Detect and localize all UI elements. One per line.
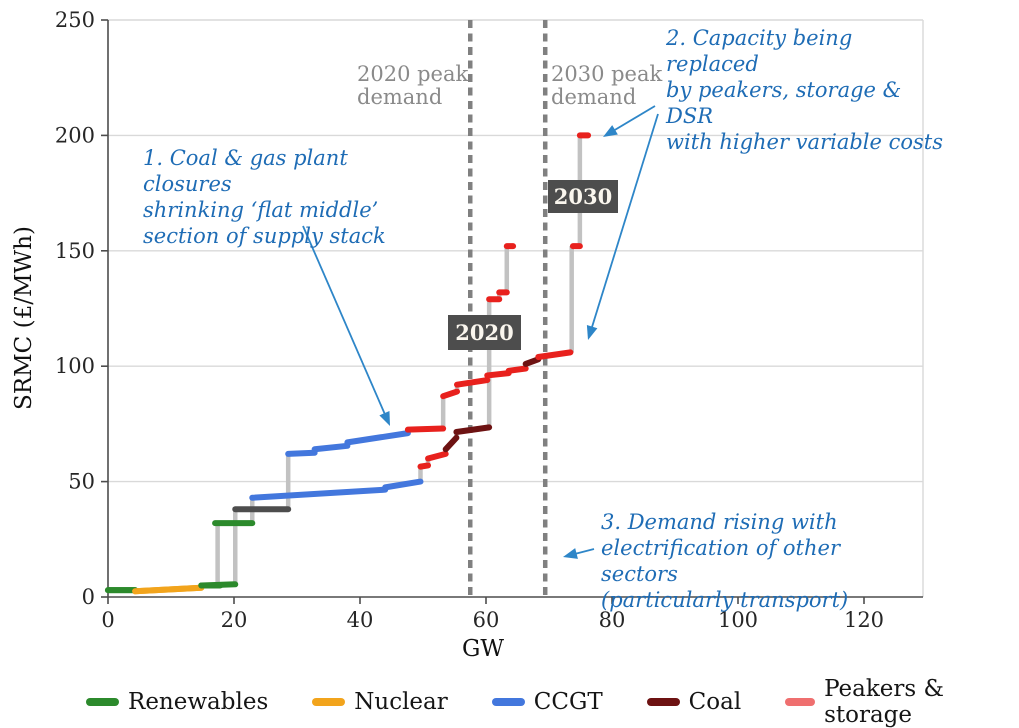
legend-label-ccgt: CCGT [533,689,603,715]
x-tick-label: 60 [473,608,500,632]
legend-swatch-renewables [86,698,119,706]
annotation-arrow [590,113,659,331]
annotation-arrowhead [586,324,598,340]
legend-swatch-peakers-storage [785,698,816,706]
legend: Renewables Nuclear CCGT Coal Peakers & stora… [86,676,1019,728]
segment-2020-peakers [425,450,449,462]
legend-item-nuclear: Nuclear [312,689,448,715]
x-axis-title: GW [461,636,505,662]
y-tick-label: 100 [55,354,95,378]
segment-2020-ccgt [382,478,424,491]
segment-2030-ccgt [311,442,351,453]
legend-swatch-coal [646,698,680,706]
y-tick-label: 150 [55,239,95,263]
legend-label-renewables: Renewables [128,689,269,715]
segment-2030-peakers [440,388,461,400]
segment-2030-peakers [454,377,491,388]
segment-2020-coal [442,434,460,453]
y-tick-label: 200 [55,123,95,147]
annotation-arrow [302,225,387,418]
segment-2030-nuclear [132,584,205,595]
annotation-arrowhead [563,548,578,559]
annotation-arrowhead [603,125,618,137]
annotation-arrow [611,105,656,133]
x-tick-label: 20 [221,608,248,632]
x-tick-label: 40 [347,608,374,632]
y-axis-title: SRMC (£/MWh) [11,226,37,410]
segment-2020-coal [453,424,493,435]
legend-item-coal: Coal [646,689,742,715]
legend-label-nuclear: Nuclear [354,689,448,715]
legend-swatch-ccgt [491,698,525,706]
peak-demand-label-2020: 2020 peak demand [357,62,469,109]
y-tick-label: 250 [55,8,95,32]
annotation-2: 2. Capacity being replaced by peakers, s… [666,26,943,154]
annotation-arrowhead [379,410,390,426]
legend-label-peakers-storage: Peakers & storage [824,676,944,728]
legend-item-peakers-storage: Peakers & storage [785,676,1019,728]
x-tick-label: 80 [599,608,626,632]
annotation-1: 1. Coal & gas plant closures shrinking ‘… [143,146,386,248]
legend-item-ccgt: CCGT [491,689,603,715]
segment-2030-peakers [484,370,512,379]
segment-2030-renewables [198,581,239,589]
segment-2030-coal [522,356,542,367]
legend-item-renewables: Renewables [86,689,268,715]
legend-swatch-nuclear [312,698,346,706]
segment-2020-ccgt [249,486,389,501]
series-badge-2020: 2020 [448,315,521,350]
segment-2030-ccgt [285,449,318,457]
y-tick-label: 50 [68,470,95,494]
y-tick-label: 0 [82,585,95,609]
x-tick-label: 120 [844,608,884,632]
segment-2030-peakers [404,425,447,433]
peak-demand-label-2030: 2030 peak demand [551,62,663,109]
segment-2020-peakers [417,462,432,470]
segment-2030-peakers [535,349,574,360]
segment-2030-peakers [505,365,529,374]
annotation-3: 3. Demand rising with electrification of… [601,510,849,612]
segment-2030-ccgt [344,430,411,446]
x-tick-label: 0 [101,608,114,632]
legend-label-coal: Coal [688,689,742,715]
series-badge-2030: 2030 [548,180,618,213]
x-tick-label: 100 [718,608,758,632]
